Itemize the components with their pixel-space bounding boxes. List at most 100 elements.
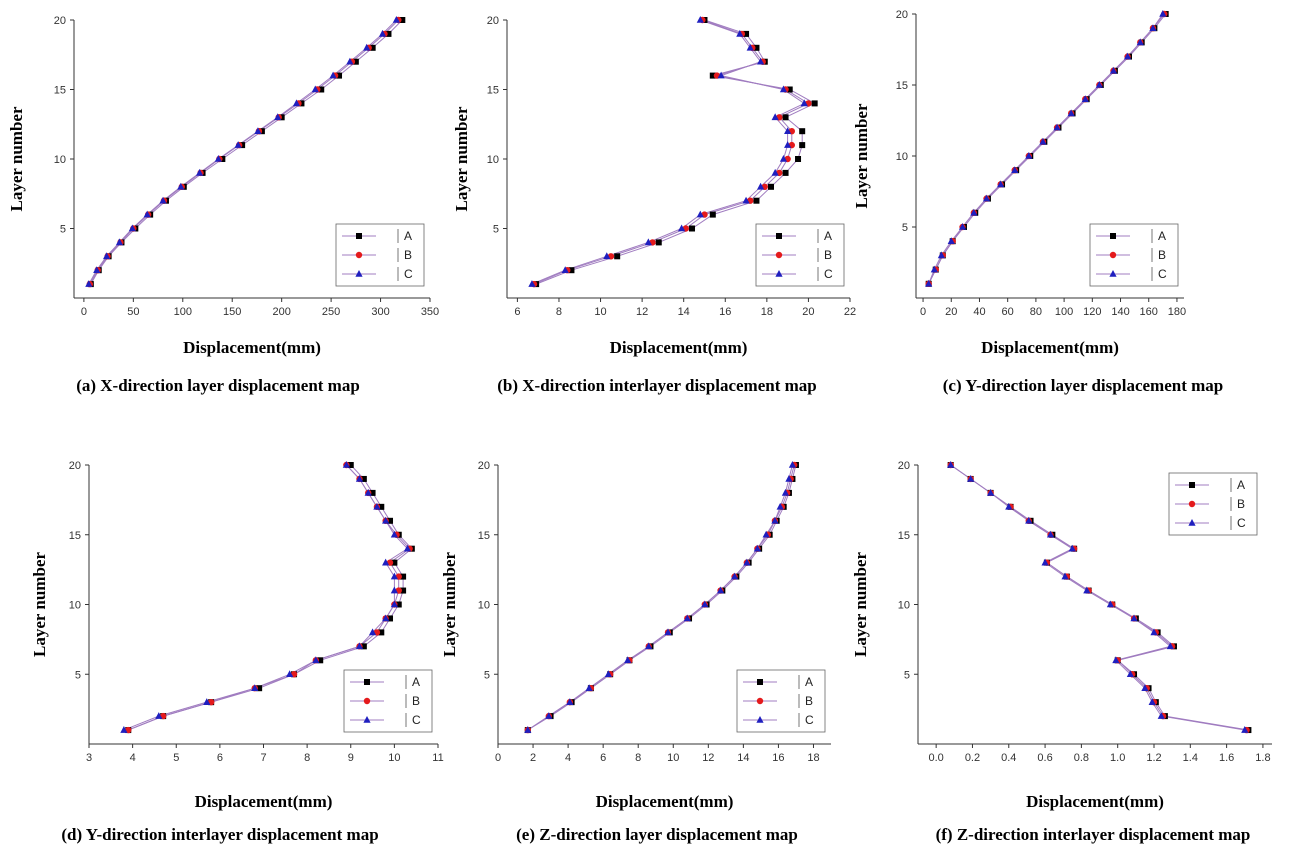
x-tick-label: 0 <box>81 306 87 318</box>
data-point <box>1136 38 1144 46</box>
legend-marker-C <box>1188 519 1196 526</box>
y-tick-label: 20 <box>896 9 908 21</box>
legend-label-A: A <box>1158 229 1166 243</box>
data-point <box>947 461 955 468</box>
x-tick-label: 4 <box>130 752 136 764</box>
x-tick-label: 200 <box>272 306 290 318</box>
legend-marker-C <box>363 716 371 723</box>
x-tick-label: 1.0 <box>1110 752 1125 764</box>
data-point <box>795 156 802 162</box>
data-point <box>545 712 553 719</box>
data-point <box>664 628 672 636</box>
x-tick-label: 0 <box>920 306 926 318</box>
series-points-C <box>528 16 808 287</box>
y-tick-label: 20 <box>54 15 66 27</box>
data-point <box>528 280 536 287</box>
data-point <box>143 210 151 218</box>
data-point <box>604 670 613 678</box>
data-point <box>786 86 793 93</box>
data-point <box>683 614 691 622</box>
data-point <box>360 643 367 650</box>
data-point <box>400 573 407 580</box>
data-point <box>1126 670 1134 678</box>
data-point <box>655 239 662 246</box>
y-axis-title: Layer number <box>7 106 26 211</box>
data-point <box>743 558 751 566</box>
data-point <box>982 194 991 202</box>
x-tick-label: 160 <box>1140 306 1158 318</box>
data-point <box>768 183 775 190</box>
data-point <box>743 30 750 37</box>
data-point <box>645 642 653 650</box>
legend: ABC <box>1168 472 1258 536</box>
data-point <box>1112 656 1120 664</box>
data-point <box>311 85 319 93</box>
data-point <box>382 558 390 566</box>
data-point <box>1166 642 1174 650</box>
data-point <box>1067 109 1075 117</box>
data-point <box>1149 24 1157 31</box>
data-point <box>696 16 704 23</box>
legend: ABC <box>755 223 845 287</box>
x-axis-title: Displacement(mm) <box>1026 792 1164 811</box>
legend-marker-B <box>775 251 783 259</box>
data-point <box>736 29 744 37</box>
x-tick-label: 120 <box>1083 306 1101 318</box>
data-point <box>709 211 716 218</box>
x-tick-label: 1.2 <box>1146 752 1161 764</box>
data-point <box>709 72 716 79</box>
data-point <box>390 572 398 580</box>
legend-marker-A <box>1110 233 1116 239</box>
series-points-C <box>85 16 400 287</box>
y-axis-title: Layer number <box>30 552 49 657</box>
data-point <box>771 168 779 176</box>
data-point <box>364 488 372 496</box>
legend: ABC <box>1089 223 1179 287</box>
x-tick-label: 11 <box>432 752 443 764</box>
x-tick-label: 140 <box>1111 306 1129 318</box>
legend-label-C: C <box>824 267 833 281</box>
y-axis-title: Layer number <box>452 106 471 211</box>
data-point <box>382 516 390 524</box>
y-tick-label: 20 <box>487 15 499 27</box>
data-point <box>947 237 955 244</box>
data-point <box>363 43 371 51</box>
x-tick-label: 40 <box>973 306 985 318</box>
x-tick-label: 6 <box>514 306 520 318</box>
chart-caption: (d) Y-direction interlayer displacement … <box>61 825 378 844</box>
data-point <box>1106 600 1115 608</box>
chart-caption: (e) Z-direction layer displacement map <box>516 825 798 844</box>
data-point <box>251 684 259 691</box>
legend: ABC <box>335 223 425 287</box>
legend-marker-B <box>1109 251 1117 259</box>
x-axis-title: Displacement(mm) <box>981 338 1119 357</box>
data-point <box>614 253 621 260</box>
data-point <box>561 266 569 273</box>
x-tick-label: 1.6 <box>1219 752 1234 764</box>
y-tick-label: 15 <box>896 80 908 92</box>
x-tick-label: 0.0 <box>929 752 944 764</box>
data-point <box>1039 137 1047 145</box>
legend-label-A: A <box>412 675 420 689</box>
x-tick-label: 12 <box>702 752 714 764</box>
data-point <box>329 71 337 79</box>
data-point <box>103 252 111 260</box>
legend-marker-C <box>756 716 764 723</box>
data-point <box>378 503 385 510</box>
y-tick-label: 5 <box>60 224 66 236</box>
data-point <box>378 629 385 636</box>
chart-panel-6: 0.0 0.2 0.4 0.6 0.8 1.0 1.2 1.4 1.6 1.8 5 10 15 20 Dis… <box>851 460 1272 844</box>
data-point <box>395 601 402 608</box>
y-tick-label: 10 <box>487 154 499 166</box>
data-point <box>256 685 263 692</box>
y-tick-label: 20 <box>898 460 910 472</box>
chart-panel-3: 0 20 40 60 80 100 120 140 160 180 5 10 15 20 Displacem… <box>852 9 1223 395</box>
legend-label-B: B <box>1158 248 1166 262</box>
data-point <box>1068 544 1076 552</box>
x-tick-label: 14 <box>678 306 690 318</box>
data-point <box>958 223 967 230</box>
data-point <box>177 182 185 190</box>
x-tick-label: 18 <box>761 306 773 318</box>
data-point <box>1025 516 1033 524</box>
x-tick-label: 22 <box>844 306 856 318</box>
